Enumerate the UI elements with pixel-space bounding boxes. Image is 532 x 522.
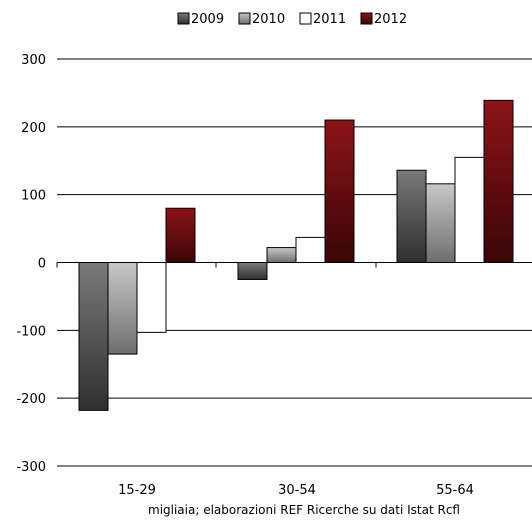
legend-swatch-2011 (299, 12, 312, 25)
x-tick-label: 15-29 (118, 483, 156, 498)
legend-label-2009: 2009 (191, 12, 224, 27)
y-tick-label: -300 (16, 460, 46, 475)
bar-2009-15-29 (78, 262, 109, 411)
y-tick-label: 100 (21, 189, 46, 204)
y-tick-label: -100 (16, 324, 46, 339)
y-tick-label: 300 (21, 53, 46, 68)
legend: 2009 2010 2011 2012 (177, 12, 407, 27)
x-tick-label: 55-64 (436, 483, 474, 498)
bar-2010-30-54 (266, 247, 297, 263)
bar-2011-55-64 (454, 156, 485, 264)
legend-label-2010: 2010 (252, 12, 285, 27)
legend-swatch-2010 (238, 12, 251, 25)
bar-2012-55-64 (483, 99, 514, 264)
bar-2012-30-54 (324, 119, 355, 263)
legend-swatch-2009 (177, 12, 190, 25)
legend-label-2011: 2011 (313, 12, 346, 27)
bar-2009-30-54 (237, 262, 268, 280)
bar-2009-55-64 (396, 169, 427, 264)
bar-2010-15-29 (107, 262, 138, 355)
bars (78, 99, 514, 411)
x-tick-label: 30-54 (278, 483, 316, 498)
bar-2011-30-54 (295, 236, 326, 264)
x-axis: 15-29 30-54 55-64 (118, 483, 474, 498)
bar-2011-15-29 (136, 262, 167, 333)
chart-caption: migliaia; elaborazioni REF Ricerche su d… (148, 503, 460, 517)
y-tick-label: 0 (38, 257, 46, 272)
y-tick-label: 200 (21, 121, 46, 136)
zero-axis (56, 262, 532, 268)
y-axis: 300 200 100 0 -100 -200 -300 (16, 53, 46, 475)
bar-2012-15-29 (165, 207, 196, 264)
legend-label-2012: 2012 (374, 12, 407, 27)
y-tick-label: -200 (16, 392, 46, 407)
bar-2010-55-64 (425, 183, 456, 264)
legend-swatch-2012 (360, 12, 373, 25)
